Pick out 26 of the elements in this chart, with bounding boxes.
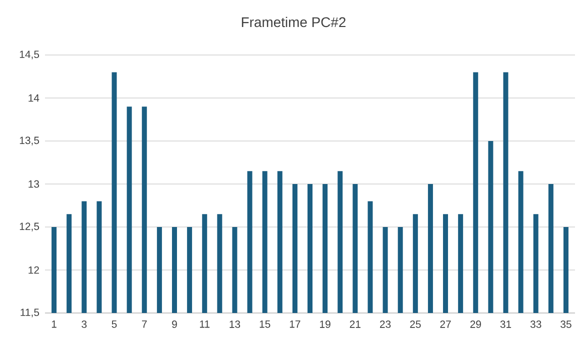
chart-title: Frametime PC#2 [242, 16, 346, 28]
y-tick-label: 12,5 [20, 222, 40, 232]
x-tick-label: 21 [350, 320, 360, 328]
x-tick-label: 31 [500, 320, 512, 328]
x-tick-label: 23 [380, 320, 391, 328]
x-tick-label: 35 [560, 320, 572, 328]
x-tick-label: 25 [410, 320, 421, 328]
y-tick-label: 13,5 [20, 136, 40, 146]
x-tick-label: 7 [142, 320, 147, 328]
x-tick-label: 27 [440, 320, 451, 328]
x-tick-label: 33 [530, 320, 542, 328]
x-tick-label: 17 [290, 320, 300, 328]
y-tick-label: 13 [28, 180, 40, 188]
y-tick-label: 14 [28, 94, 40, 102]
x-tick-label: 5 [112, 320, 117, 328]
x-tick-label: 29 [470, 320, 481, 328]
x-tick-label: 9 [172, 320, 177, 328]
y-tick-label: 14,5 [20, 50, 40, 60]
y-tick-label: 11,5 [20, 308, 40, 318]
x-tick-label: 1 [52, 320, 56, 328]
y-tick-label: 12 [28, 266, 39, 274]
x-tick-label: 15 [260, 320, 270, 328]
x-tick-label: 13 [230, 320, 240, 328]
x-tick-label: 11 [200, 320, 210, 328]
x-tick-label: 3 [82, 320, 87, 328]
x-tick-label: 19 [320, 320, 330, 328]
